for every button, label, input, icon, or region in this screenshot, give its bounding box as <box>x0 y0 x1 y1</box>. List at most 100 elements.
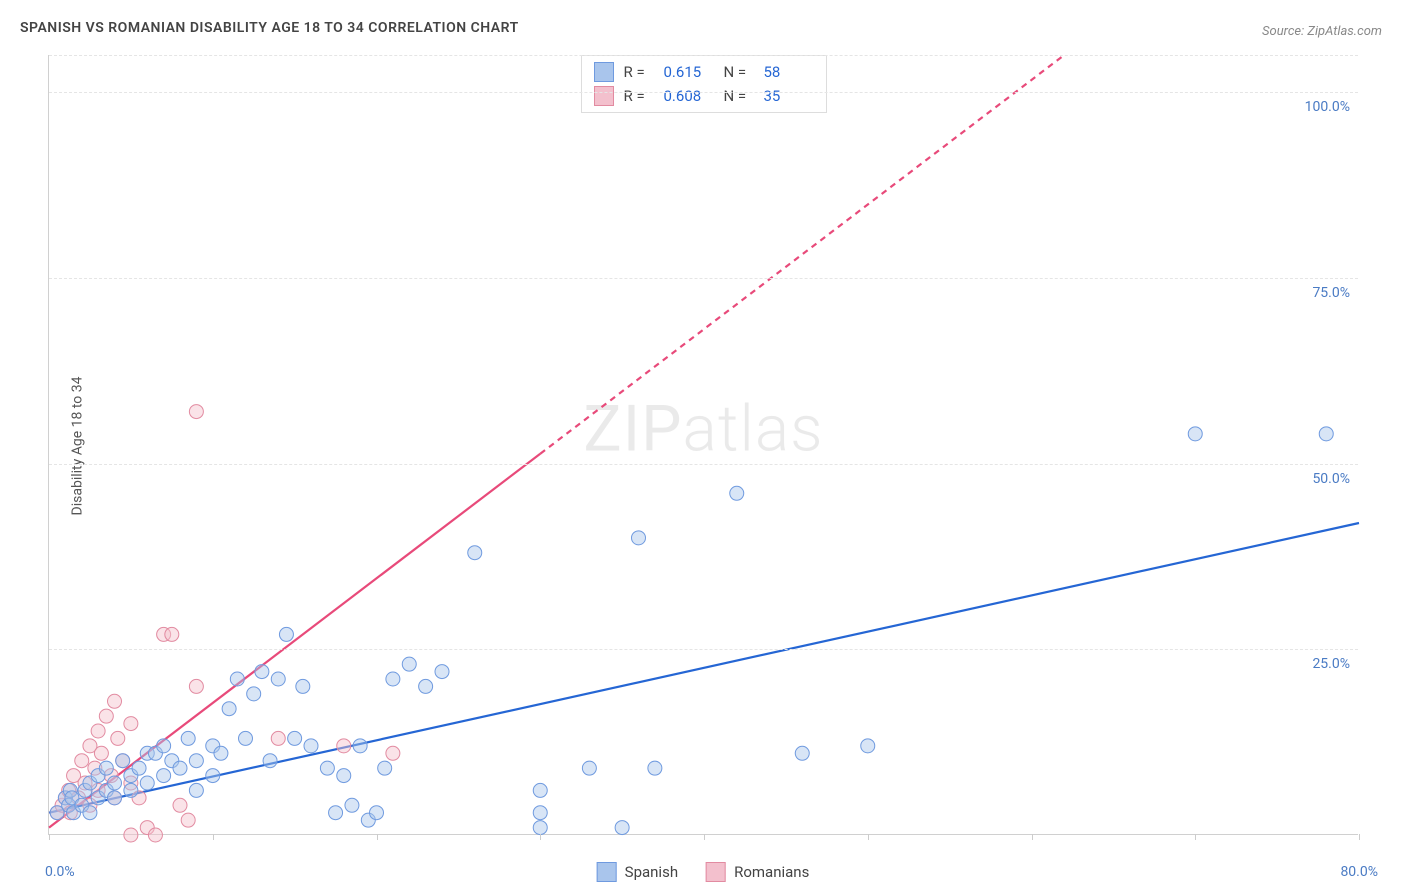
r-label: R = <box>624 87 654 105</box>
swatch-spanish-bottom <box>597 862 617 882</box>
n-value-spanish: 58 <box>764 63 814 81</box>
correlation-legend: R = 0.615 N = 58 R = 0.608 N = 35 <box>581 55 827 113</box>
data-point <box>337 769 351 783</box>
data-point <box>108 791 122 805</box>
ytick-label: 100.0% <box>1305 99 1350 115</box>
xtick-mark <box>213 834 214 840</box>
gridline <box>49 649 1358 650</box>
data-point <box>206 769 220 783</box>
r-value-romanians: 0.608 <box>664 87 714 105</box>
source-attribution: Source: ZipAtlas.com <box>1262 24 1382 39</box>
data-point <box>795 746 809 760</box>
r-value-spanish: 0.615 <box>664 63 714 81</box>
data-point <box>157 769 171 783</box>
xtick-mark <box>868 834 869 840</box>
n-label: N = <box>724 63 754 81</box>
data-point <box>533 821 547 835</box>
trend-line <box>540 55 1064 454</box>
legend-label-romanians: Romanians <box>734 863 809 881</box>
gridline <box>49 464 1358 465</box>
xtick-mark <box>377 834 378 840</box>
data-point <box>288 731 302 745</box>
xtick-mark <box>704 834 705 840</box>
data-point <box>378 761 392 775</box>
data-point <box>353 739 367 753</box>
data-point <box>75 754 89 768</box>
data-point <box>263 754 277 768</box>
trend-line <box>49 523 1359 813</box>
data-point <box>124 717 138 731</box>
xtick-mark <box>540 834 541 840</box>
ytick-label: 50.0% <box>1312 471 1350 487</box>
legend-item-romanians: Romanians <box>706 862 809 882</box>
data-point <box>173 798 187 812</box>
data-point <box>189 754 203 768</box>
data-point <box>329 806 343 820</box>
xtick-mark <box>1195 834 1196 840</box>
data-point <box>861 739 875 753</box>
n-label: N = <box>724 87 754 105</box>
data-point <box>1188 427 1202 441</box>
data-point <box>132 761 146 775</box>
data-point <box>247 687 261 701</box>
xtick-mark <box>49 834 50 840</box>
chart-title: SPANISH VS ROMANIAN DISABILITY AGE 18 TO… <box>20 20 519 36</box>
data-point <box>189 679 203 693</box>
legend-row-romanians: R = 0.608 N = 35 <box>594 84 814 108</box>
data-point <box>533 783 547 797</box>
xtick-mark <box>1359 834 1360 840</box>
data-point <box>83 806 97 820</box>
gridline <box>49 92 1358 93</box>
data-point <box>271 672 285 686</box>
swatch-romanians-bottom <box>706 862 726 882</box>
data-point <box>582 761 596 775</box>
data-point <box>435 665 449 679</box>
data-point <box>124 828 138 842</box>
data-point <box>140 776 154 790</box>
data-point <box>402 657 416 671</box>
legend-label-spanish: Spanish <box>625 863 678 881</box>
data-point <box>124 783 138 797</box>
data-point <box>165 627 179 641</box>
data-point <box>181 813 195 827</box>
gridline <box>49 278 1358 279</box>
data-point <box>181 731 195 745</box>
swatch-romanians <box>594 86 614 106</box>
swatch-spanish <box>594 62 614 82</box>
data-point <box>533 806 547 820</box>
data-point <box>370 806 384 820</box>
x-axis-min-label: 0.0% <box>45 864 75 880</box>
data-point <box>468 546 482 560</box>
data-point <box>255 665 269 679</box>
ytick-label: 25.0% <box>1312 656 1350 672</box>
plot-area: ZIPatlas R = 0.615 N = 58 R = 0.608 N = … <box>48 55 1358 835</box>
gridline <box>49 55 1358 56</box>
legend-row-spanish: R = 0.615 N = 58 <box>594 60 814 84</box>
data-point <box>1319 427 1333 441</box>
data-point <box>296 679 310 693</box>
n-value-romanians: 35 <box>764 87 814 105</box>
data-point <box>337 739 351 753</box>
data-point <box>116 754 130 768</box>
trend-line <box>49 454 540 828</box>
data-point <box>648 761 662 775</box>
data-point <box>157 739 171 753</box>
plot-svg <box>49 55 1358 834</box>
data-point <box>386 746 400 760</box>
data-point <box>386 672 400 686</box>
data-point <box>108 776 122 790</box>
data-point <box>632 531 646 545</box>
r-label: R = <box>624 63 654 81</box>
data-point <box>230 672 244 686</box>
data-point <box>419 679 433 693</box>
ytick-label: 75.0% <box>1312 285 1350 301</box>
data-point <box>99 761 113 775</box>
data-point <box>189 783 203 797</box>
data-point <box>214 746 228 760</box>
x-axis-max-label: 80.0% <box>1340 864 1378 880</box>
series-legend: Spanish Romanians <box>597 862 810 882</box>
data-point <box>320 761 334 775</box>
data-point <box>173 761 187 775</box>
data-point <box>222 702 236 716</box>
data-point <box>730 486 744 500</box>
